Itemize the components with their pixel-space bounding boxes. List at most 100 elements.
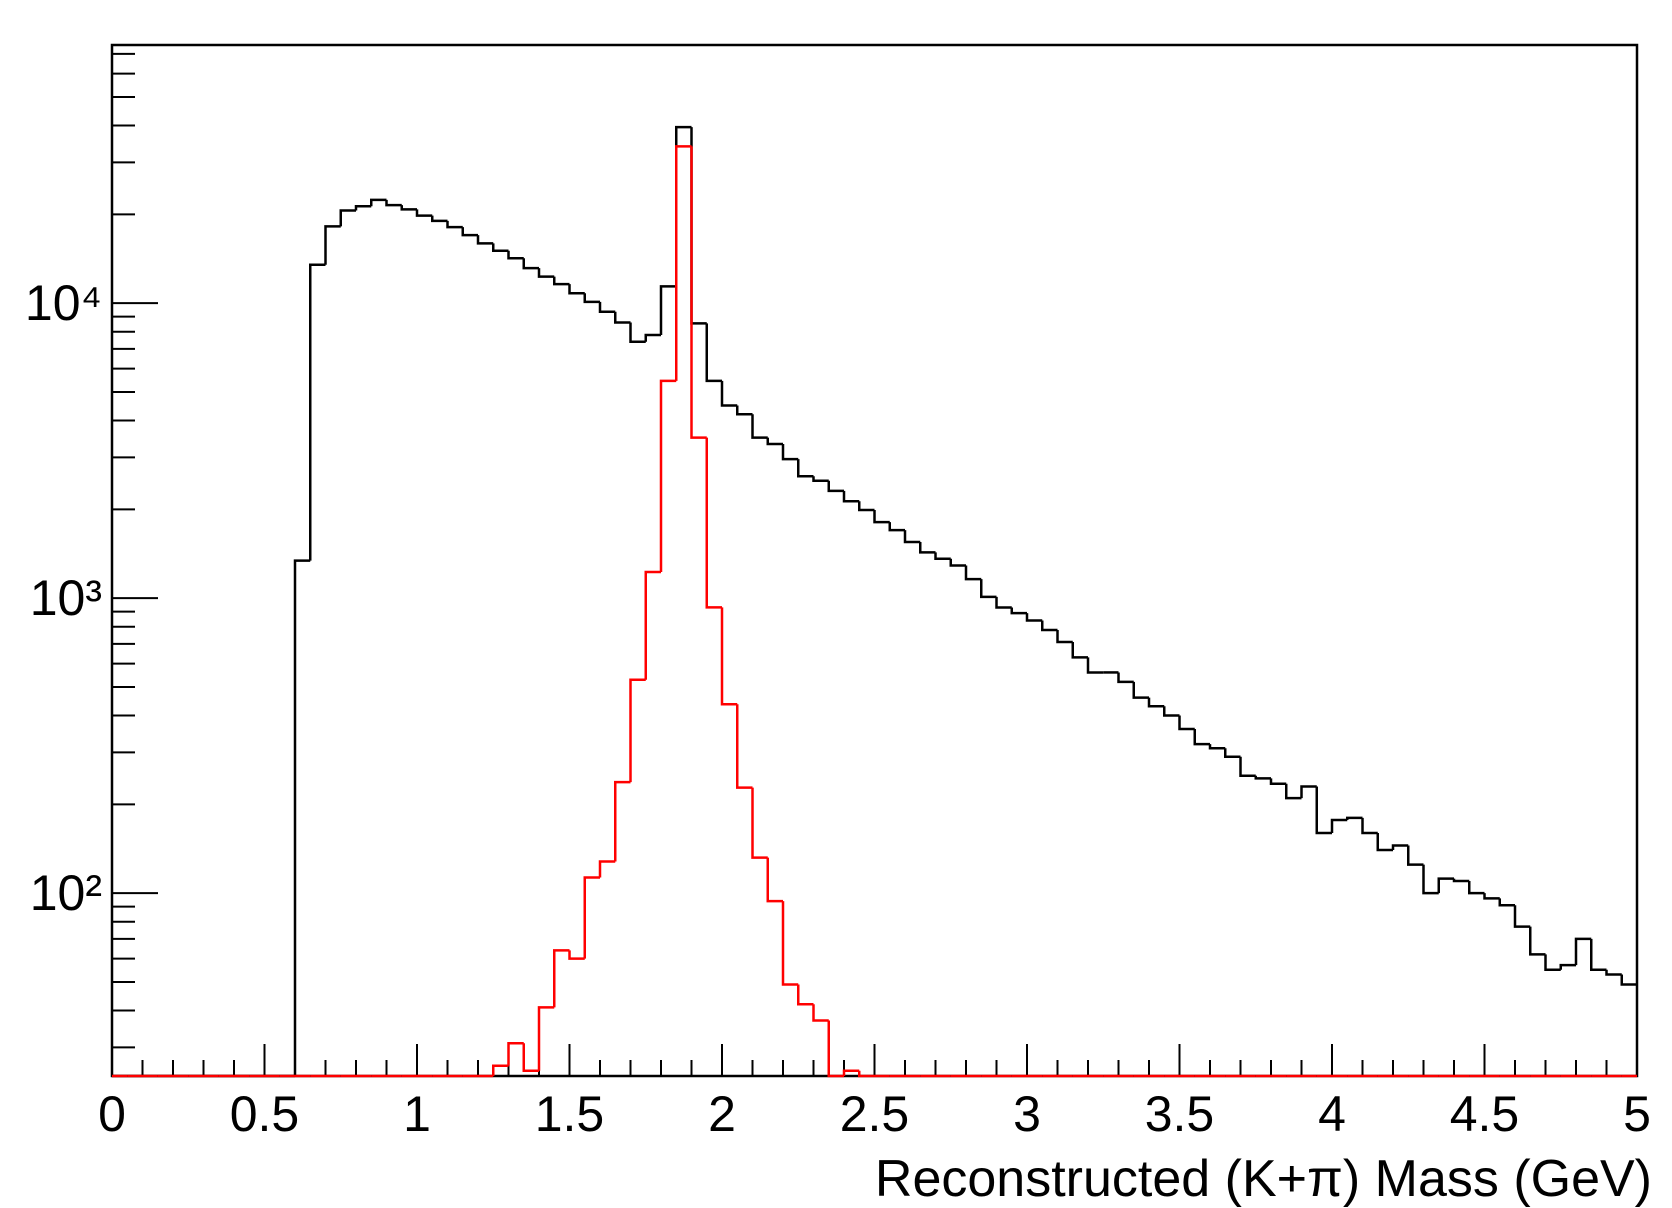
histogram-bin xyxy=(1254,775,1271,780)
x-tick-label: 2.5 xyxy=(840,1086,910,1142)
histogram-bin xyxy=(431,215,448,223)
histogram-bin xyxy=(797,984,814,1006)
histogram-bin xyxy=(598,301,616,314)
histogram-bin xyxy=(1269,778,1287,785)
histogram-bin xyxy=(1224,748,1241,758)
histogram-bin xyxy=(385,199,402,207)
y-tick-label: 10³ xyxy=(30,570,102,626)
histogram-bin xyxy=(1513,905,1531,928)
histogram-bin xyxy=(522,258,539,270)
histogram-bin xyxy=(736,405,753,416)
histogram-bin xyxy=(751,787,768,859)
histogram-bin xyxy=(354,205,372,211)
histogram-bin xyxy=(583,876,600,959)
histogram-bin xyxy=(1391,844,1409,851)
histogram-bin xyxy=(309,263,326,561)
histogram-bin xyxy=(751,414,768,439)
histogram-bin xyxy=(1590,938,1607,972)
x-tick-label: 4.5 xyxy=(1450,1086,1520,1142)
histogram-bin xyxy=(659,285,677,335)
x-tick-label: 0 xyxy=(98,1086,126,1142)
histogram-bin xyxy=(827,480,844,493)
histogram-bin xyxy=(842,1069,860,1076)
histogram-bin xyxy=(537,1006,555,1071)
histogram-bin xyxy=(522,1043,539,1073)
histogram-bin xyxy=(492,243,509,253)
histogram-bin xyxy=(1178,715,1195,731)
histogram-bin xyxy=(766,437,783,446)
histogram-bin xyxy=(1559,963,1576,970)
histogram-bin xyxy=(781,901,799,986)
histogram-bin xyxy=(1147,697,1165,708)
histogram-bin xyxy=(1117,672,1134,684)
histogram-bin xyxy=(736,704,753,789)
histogram-bin xyxy=(720,607,738,706)
histogram-bin xyxy=(1346,816,1363,821)
x-tick-label: 3.5 xyxy=(1145,1086,1215,1142)
x-tick-label: 2 xyxy=(708,1086,736,1142)
x-tick-label: 3 xyxy=(1013,1086,1041,1142)
histogram-bin xyxy=(1086,657,1104,674)
histogram-bin xyxy=(400,205,417,211)
x-tick-label: 0.5 xyxy=(230,1086,300,1142)
histogram-bin xyxy=(461,227,478,237)
histogram-bin xyxy=(1407,845,1424,866)
histogram-bin xyxy=(873,509,890,524)
histogram-bin xyxy=(1041,620,1058,632)
histogram-bin xyxy=(553,949,570,1008)
histogram-bin xyxy=(370,198,387,207)
x-tick-label: 4 xyxy=(1318,1086,1346,1142)
histogram-bin xyxy=(1452,878,1470,883)
histogram-bin xyxy=(766,857,783,903)
histogram-bin xyxy=(964,565,982,581)
histogram-bin xyxy=(888,522,905,532)
x-tick-label: 1 xyxy=(403,1086,431,1142)
histogram-bin xyxy=(1010,607,1027,615)
histogram-bin xyxy=(1208,744,1226,750)
histogram-bin xyxy=(1071,642,1088,659)
histogram-bin xyxy=(476,235,494,245)
histogram-bin xyxy=(1498,898,1515,907)
histogram-bin xyxy=(1239,756,1256,778)
histogram-bin xyxy=(797,459,814,478)
histogram-bin xyxy=(644,570,661,680)
histogram-bin xyxy=(903,530,921,544)
histogram-bin xyxy=(629,678,646,783)
histogram-bin xyxy=(858,501,875,512)
histogram-bin xyxy=(934,552,951,561)
histogram-bin xyxy=(614,780,631,862)
histogram-bin xyxy=(293,559,311,1076)
histogram-bin xyxy=(507,250,524,260)
histogram-bin xyxy=(553,276,570,286)
x-axis-label: Reconstructed (K+π) Mass (GeV) xyxy=(875,1150,1652,1208)
histogram-bin xyxy=(1056,629,1073,644)
histogram-bin xyxy=(1361,817,1378,835)
x-tick-label: 5 xyxy=(1623,1086,1651,1142)
histogram-bin xyxy=(781,444,799,461)
histogram-bin xyxy=(1574,937,1592,966)
histogram-bin xyxy=(949,558,966,567)
histogram-bin xyxy=(1163,706,1180,717)
histogram-bin xyxy=(705,323,722,383)
histogram-bin xyxy=(446,220,463,229)
histogram-bin xyxy=(812,476,829,483)
histogram-bin xyxy=(659,379,677,572)
histogram-bin xyxy=(690,146,707,439)
x-tick-label: 1.5 xyxy=(535,1086,605,1142)
histogram-bin xyxy=(598,860,616,878)
histogram-bin xyxy=(1315,786,1332,835)
histogram-bin xyxy=(980,579,997,599)
histogram-bin xyxy=(492,1064,509,1076)
histogram-bin xyxy=(690,127,707,325)
histogram-bin xyxy=(1437,877,1454,894)
histogram-bin xyxy=(1025,613,1043,622)
histogram-bin xyxy=(568,284,585,295)
histogram-bin xyxy=(1483,893,1500,900)
histogram-bin xyxy=(675,145,692,381)
histogram-bin xyxy=(1132,681,1149,699)
plot-frame xyxy=(110,43,1639,1078)
histogram-bin xyxy=(720,380,738,407)
histogram-bin xyxy=(1376,832,1393,852)
histogram-bin xyxy=(1300,785,1317,799)
